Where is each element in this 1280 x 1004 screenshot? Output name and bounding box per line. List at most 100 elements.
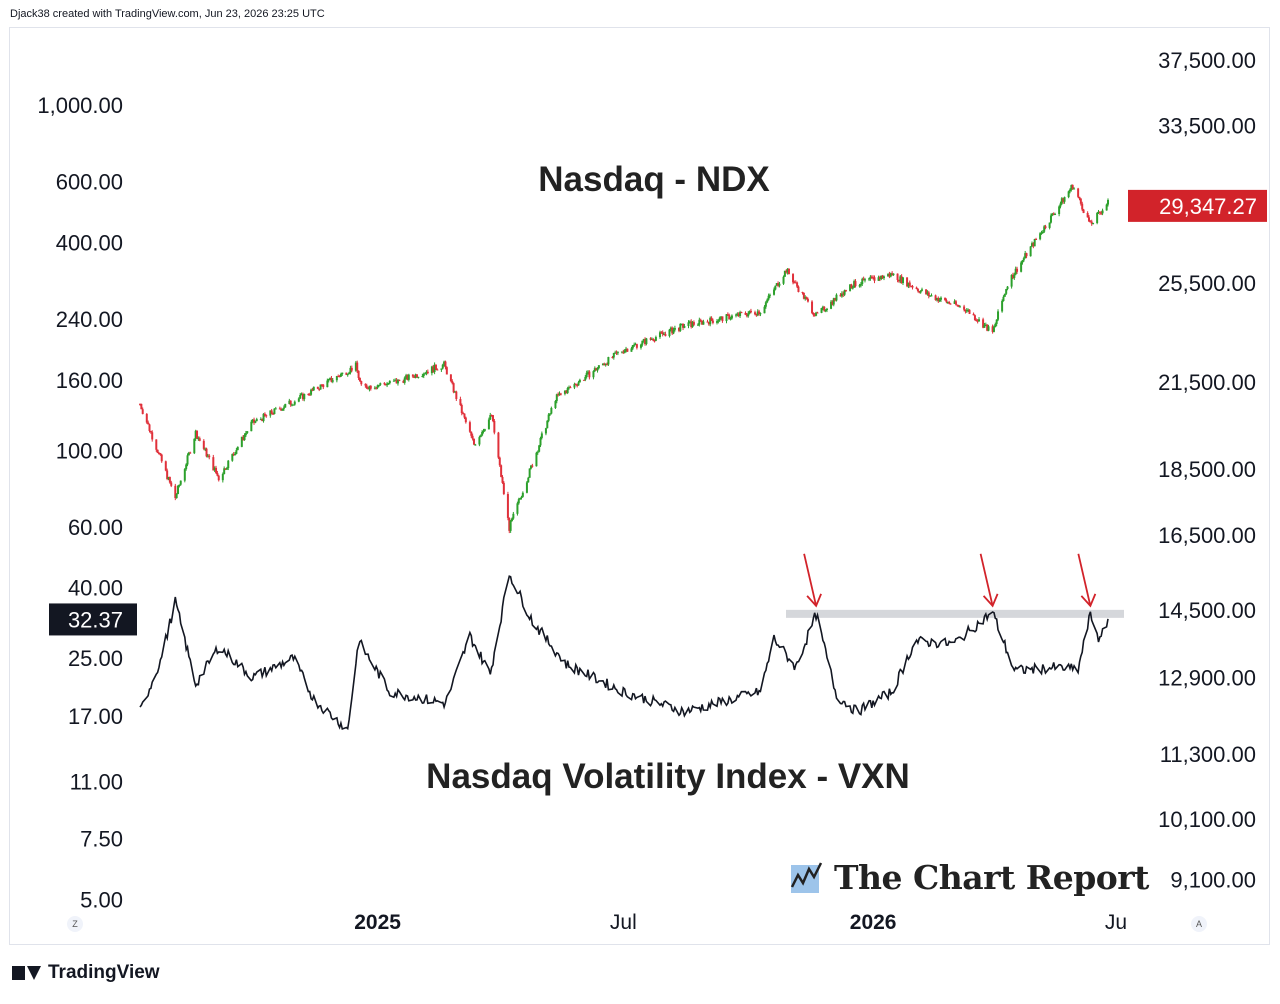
ndx-candle-body	[274, 408, 277, 410]
ndx-candle	[671, 326, 674, 336]
ndx-candle	[1098, 211, 1101, 215]
ndx-candle-body	[202, 440, 205, 449]
ndx-candle	[216, 470, 219, 477]
ndx-candle	[1092, 222, 1095, 225]
ndx-candle	[1032, 242, 1035, 249]
ndx-candle	[566, 386, 569, 395]
ndx-candle	[481, 430, 484, 437]
right-axis-tick-label: 10,100.00	[1158, 807, 1256, 832]
ndx-candle-body	[706, 321, 709, 323]
ndx-candle	[906, 277, 909, 288]
ndx-candle-body	[320, 384, 323, 386]
ndx-candle-body	[426, 371, 429, 374]
ndx-candle	[167, 476, 170, 481]
ndx-candle-body	[433, 364, 436, 372]
ndx-candle-body	[577, 382, 580, 386]
ndx-candle-body	[221, 474, 224, 481]
ndx-candle-body	[550, 407, 553, 414]
ndx-candle-body	[626, 348, 629, 352]
ndx-candle-body	[783, 270, 786, 277]
ndx-candle	[508, 517, 511, 534]
ndx-candle	[785, 269, 788, 274]
ndx-candle	[539, 436, 542, 448]
ndx-candle-body	[1001, 301, 1004, 312]
ndx-candle-body	[194, 430, 197, 439]
tradingview-footer[interactable]: TradingView	[12, 962, 160, 984]
left-axis-tick-label: 7.50	[80, 827, 123, 852]
ndx-candle	[531, 463, 534, 468]
ndx-candle	[204, 447, 207, 452]
ndx-candle	[653, 339, 656, 343]
ndx-candle-body	[782, 276, 785, 284]
ndx-candle	[278, 406, 281, 410]
ndx-candle-body	[737, 313, 740, 317]
right-axis-tick-label: 14,500.00	[1158, 598, 1256, 623]
ndx-candle-body	[395, 380, 398, 384]
ndx-candle	[907, 282, 910, 289]
ndx-candle	[934, 294, 937, 301]
right-axis-tick-label: 21,500.00	[1158, 370, 1256, 395]
ndx-candle	[198, 436, 201, 442]
ndx-candle-body	[432, 366, 435, 372]
ndx-candle-body	[205, 448, 208, 457]
ndx-candle	[991, 324, 994, 334]
ndx-candle	[926, 290, 929, 296]
ndx-candle-body	[546, 420, 549, 429]
ndx-candle	[759, 312, 762, 317]
ndx-candle-body	[367, 388, 370, 390]
ndx-candle	[862, 276, 865, 281]
ndx-candle-body	[424, 373, 427, 375]
ndx-candle	[763, 305, 766, 314]
ndx-candle-body	[948, 302, 951, 304]
ndx-candle-body	[687, 322, 690, 327]
ndx-candle-body	[934, 295, 937, 301]
ndx-candle	[519, 497, 522, 501]
ndx-candle	[607, 356, 610, 366]
ndx-candle-body	[411, 374, 414, 377]
ndx-candle	[849, 284, 852, 292]
ndx-candle-body	[661, 332, 664, 335]
ndx-candle-body	[853, 281, 856, 288]
ndx-candle-body	[349, 367, 352, 373]
ndx-candle-body	[652, 339, 655, 341]
ndx-candle-body	[604, 363, 607, 365]
ndx-candle-body	[616, 352, 619, 354]
ndx-candle-body	[622, 351, 625, 353]
ndx-candle	[155, 439, 158, 452]
ndx-candle	[644, 337, 647, 346]
left-scale-button[interactable]: Z	[67, 916, 83, 932]
ndx-candle	[310, 388, 313, 396]
vxn-chart-title: Nasdaq Volatility Index - VXN	[426, 757, 910, 796]
ndx-candle	[812, 312, 815, 317]
ndx-candle	[584, 374, 587, 382]
ndx-candle-body	[832, 298, 835, 305]
ndx-candle-body	[717, 320, 720, 322]
auto-scale-button[interactable]: A	[1191, 916, 1207, 932]
ndx-candle-body	[639, 344, 642, 348]
ndx-candle-body	[231, 454, 234, 461]
ndx-candle	[830, 299, 833, 310]
ndx-candle-body	[907, 282, 910, 287]
ndx-candle	[604, 363, 607, 367]
ndx-candle-body	[1100, 212, 1103, 214]
vxn-series-line	[139, 575, 1109, 731]
ndx-candle-body	[565, 390, 568, 393]
ndx-candle-body	[422, 373, 425, 376]
ndx-candle-body	[530, 465, 533, 469]
ndx-candle	[433, 362, 436, 375]
ndx-candle-body	[927, 292, 930, 297]
ndx-candle	[357, 370, 360, 380]
ndx-candle-body	[773, 289, 776, 295]
ndx-candle-body	[462, 413, 465, 415]
ndx-candle-body	[768, 294, 771, 296]
ndx-candle	[415, 374, 418, 378]
ndx-candle-body	[672, 329, 675, 334]
ndx-candle	[615, 350, 618, 355]
ndx-candle	[244, 430, 247, 437]
ndx-candle-body	[272, 413, 275, 415]
ndx-candle-body	[164, 461, 167, 471]
ndx-candle-body	[926, 292, 929, 295]
ndx-candle	[297, 397, 300, 403]
ndx-candle-body	[680, 323, 683, 325]
